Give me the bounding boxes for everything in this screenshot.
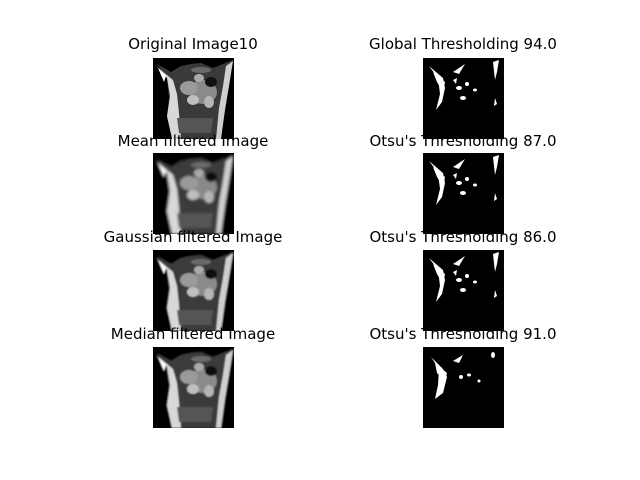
otsu-threshold-mean-image [423, 153, 504, 234]
otsu-threshold-gaussian-image [423, 250, 504, 331]
median-filtered-image [153, 347, 234, 428]
otsu-threshold-median-title: Otsu's Thresholding 91.0 [369, 325, 557, 343]
otsu-threshold-median-image [423, 347, 504, 428]
mean-filtered-title: Mean filtered Image [117, 132, 269, 150]
original-image [153, 58, 234, 139]
otsu-threshold-mean-title: Otsu's Thresholding 87.0 [369, 132, 557, 150]
global-threshold-image [423, 58, 504, 139]
mean-filtered-image [153, 153, 234, 234]
global-threshold-title: Global Thresholding 94.0 [369, 35, 557, 53]
gaussian-filtered-title: Gaussian filtered Image [103, 228, 283, 246]
gaussian-filtered-image [153, 250, 234, 331]
median-filtered-title: Median filtered Image [110, 325, 276, 343]
original-image-title: Original Image10 [128, 35, 258, 53]
otsu-threshold-gaussian-title: Otsu's Thresholding 86.0 [369, 228, 557, 246]
